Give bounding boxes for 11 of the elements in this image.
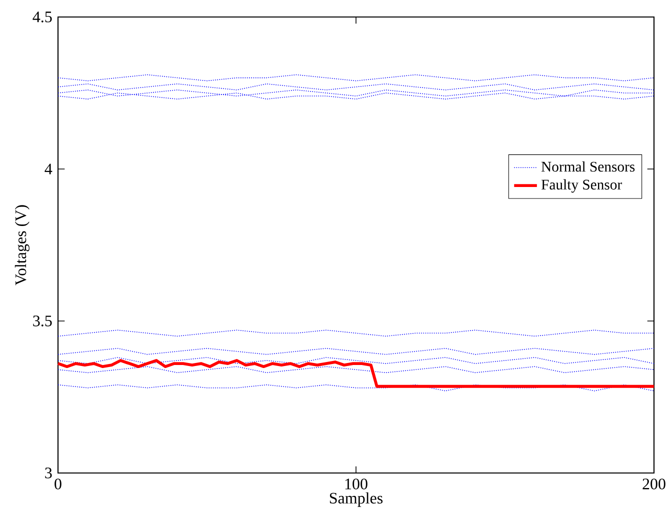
x-tick-label: 100 xyxy=(345,478,368,490)
x-tick-label: 0 xyxy=(54,478,62,490)
legend-label: Normal Sensors xyxy=(541,161,635,172)
y-tick-label: 3 xyxy=(45,468,52,478)
x-axis-title: Samples xyxy=(330,492,383,507)
x-tick-label: 200 xyxy=(642,478,666,490)
y-axis-title: Voltages (V) xyxy=(14,205,30,286)
y-tick-label: 4 xyxy=(44,164,52,174)
y-tick-label: 3.5 xyxy=(33,316,52,326)
y-tick-label: 4.5 xyxy=(32,12,52,22)
legend-label: Faulty Sensor xyxy=(541,179,622,193)
